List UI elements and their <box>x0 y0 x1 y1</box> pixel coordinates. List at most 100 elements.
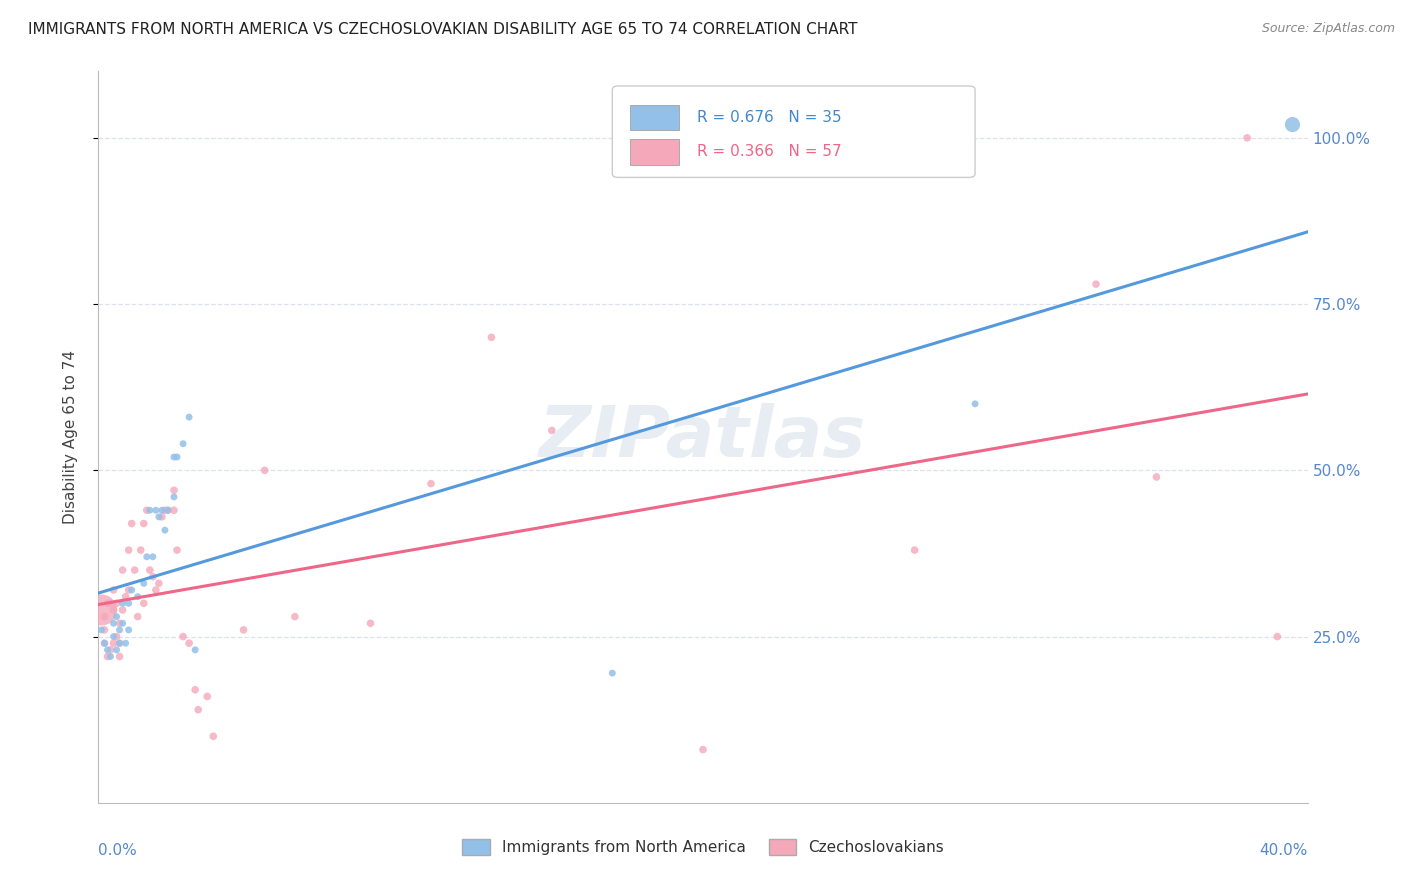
Point <box>103 616 125 631</box>
Point <box>540 424 562 438</box>
Point <box>148 509 170 524</box>
Point <box>105 609 128 624</box>
Point <box>103 582 125 597</box>
Point <box>132 576 155 591</box>
Point <box>127 609 149 624</box>
Point <box>163 450 186 464</box>
Point <box>111 563 134 577</box>
Point <box>602 666 624 681</box>
Point <box>90 603 112 617</box>
Text: Source: ZipAtlas.com: Source: ZipAtlas.com <box>1261 22 1395 36</box>
Point <box>187 703 209 717</box>
Point <box>127 590 149 604</box>
Point <box>156 503 179 517</box>
Point <box>108 649 131 664</box>
Point <box>904 543 927 558</box>
Point <box>1144 470 1167 484</box>
Point <box>253 463 276 477</box>
Point <box>150 503 173 517</box>
Point <box>132 596 155 610</box>
Point <box>153 503 176 517</box>
Point <box>103 636 125 650</box>
Point <box>108 636 131 650</box>
Point <box>105 643 128 657</box>
Point <box>965 397 987 411</box>
Point <box>118 623 141 637</box>
Text: R = 0.676   N = 35: R = 0.676 N = 35 <box>697 110 842 125</box>
Point <box>105 630 128 644</box>
Point <box>179 636 201 650</box>
Point <box>284 609 307 624</box>
Y-axis label: Disability Age 65 to 74: Disability Age 65 to 74 <box>63 350 77 524</box>
Point <box>129 543 152 558</box>
Legend: Immigrants from North America, Czechoslovakians: Immigrants from North America, Czechoslo… <box>456 833 950 861</box>
Point <box>172 630 194 644</box>
Point <box>142 549 165 564</box>
Point <box>105 596 128 610</box>
Point <box>103 603 125 617</box>
Point <box>111 616 134 631</box>
Point <box>121 516 143 531</box>
Point <box>692 742 714 756</box>
Point <box>114 590 136 604</box>
Point <box>124 563 146 577</box>
Point <box>139 563 162 577</box>
Point <box>481 330 503 344</box>
Text: ZIPatlas: ZIPatlas <box>540 402 866 472</box>
Point <box>195 690 218 704</box>
Point <box>148 576 170 591</box>
Point <box>135 503 157 517</box>
Point <box>118 543 141 558</box>
Point <box>90 623 112 637</box>
Point <box>1085 277 1108 292</box>
Point <box>108 623 131 637</box>
Point <box>153 523 176 537</box>
Point <box>93 609 115 624</box>
Text: 40.0%: 40.0% <box>1260 843 1308 858</box>
Bar <box>630 104 679 130</box>
Point <box>100 643 122 657</box>
Point <box>100 596 122 610</box>
Point <box>96 643 118 657</box>
Point <box>114 636 136 650</box>
Point <box>232 623 254 637</box>
Point <box>166 543 188 558</box>
Point <box>93 623 115 637</box>
Point <box>108 636 131 650</box>
Point <box>118 582 141 597</box>
Point <box>145 582 167 597</box>
Point <box>156 503 179 517</box>
Point <box>142 570 165 584</box>
Point <box>139 503 162 517</box>
Point <box>150 509 173 524</box>
Point <box>111 596 134 610</box>
Text: IMMIGRANTS FROM NORTH AMERICA VS CZECHOSLOVAKIAN DISABILITY AGE 65 TO 74 CORRELA: IMMIGRANTS FROM NORTH AMERICA VS CZECHOS… <box>28 22 858 37</box>
Point <box>96 649 118 664</box>
Point <box>103 630 125 644</box>
Point <box>1267 630 1289 644</box>
Point <box>108 616 131 631</box>
Point <box>166 450 188 464</box>
Point <box>96 596 118 610</box>
Point <box>163 490 186 504</box>
Point <box>420 476 443 491</box>
Point <box>93 636 115 650</box>
Point <box>93 636 115 650</box>
Point <box>121 582 143 597</box>
Point <box>179 410 201 425</box>
Bar <box>630 139 679 165</box>
Point <box>202 729 225 743</box>
Point <box>1236 131 1258 145</box>
Point <box>184 682 207 697</box>
Point <box>145 503 167 517</box>
Point <box>1281 118 1303 132</box>
Point <box>132 516 155 531</box>
Point <box>135 549 157 564</box>
FancyBboxPatch shape <box>613 86 976 178</box>
Point <box>163 503 186 517</box>
Point <box>172 436 194 450</box>
Point <box>111 603 134 617</box>
Point <box>118 596 141 610</box>
Text: R = 0.366   N = 57: R = 0.366 N = 57 <box>697 145 842 160</box>
Text: 0.0%: 0.0% <box>98 843 138 858</box>
